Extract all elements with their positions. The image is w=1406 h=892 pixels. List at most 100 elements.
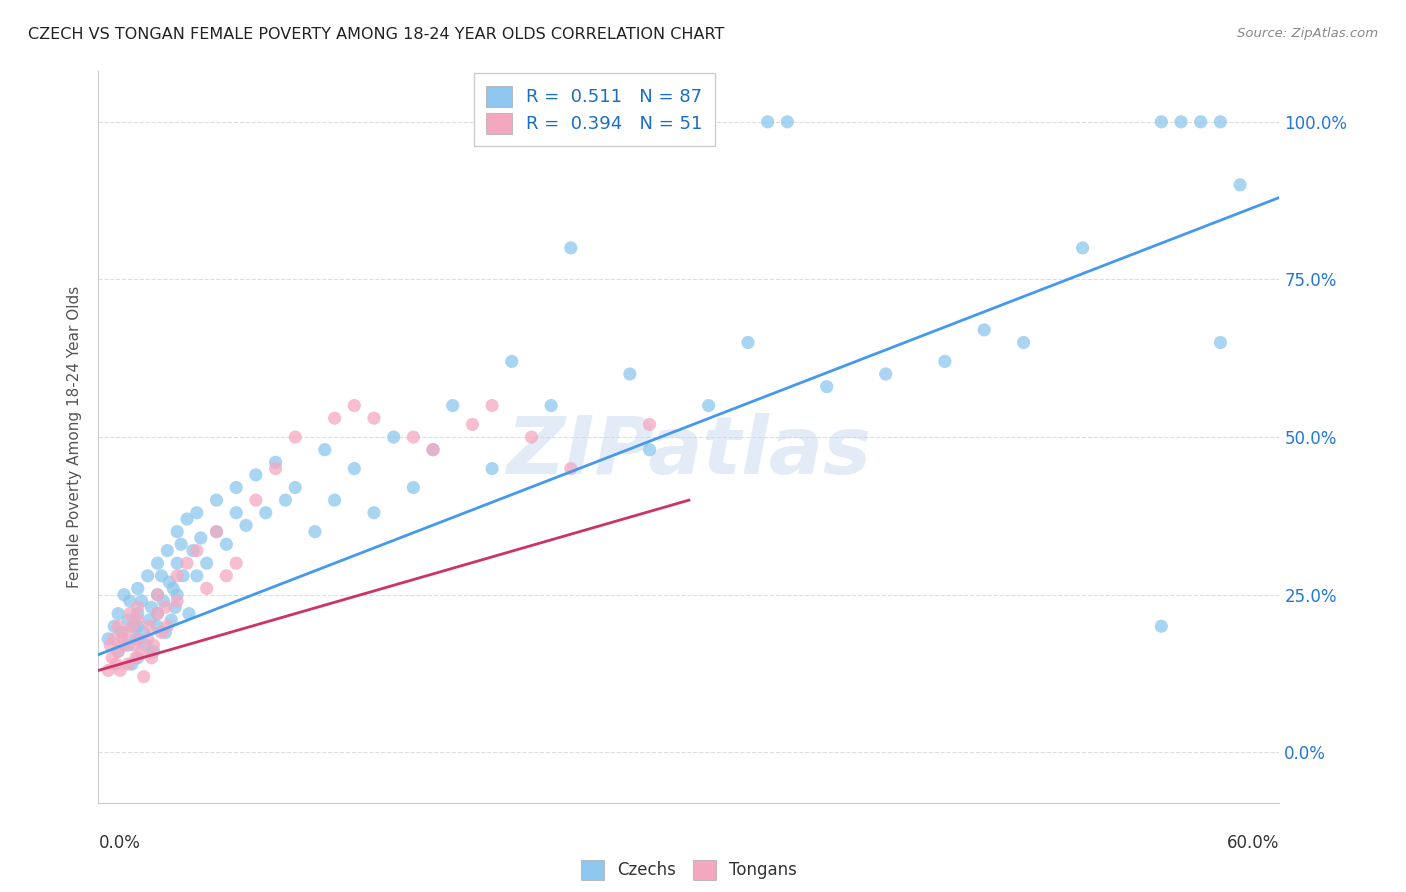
Point <box>125 650 148 665</box>
Point <box>186 569 208 583</box>
Point <box>1150 115 1173 129</box>
Point <box>697 399 720 413</box>
Point <box>146 607 169 621</box>
Point <box>284 481 307 495</box>
Point <box>756 115 779 129</box>
Point <box>461 417 484 432</box>
Point <box>135 638 157 652</box>
Point <box>934 354 956 368</box>
Point <box>205 493 228 508</box>
Point <box>166 556 188 570</box>
Point <box>619 367 641 381</box>
Point <box>186 543 208 558</box>
Point <box>156 543 179 558</box>
Point <box>186 506 208 520</box>
Point <box>225 556 247 570</box>
Point <box>107 619 129 633</box>
Point <box>107 607 129 621</box>
Point <box>195 582 218 596</box>
Point <box>141 600 163 615</box>
Legend: Czechs, Tongans: Czechs, Tongans <box>571 850 807 889</box>
Point <box>402 430 425 444</box>
Point <box>111 625 134 640</box>
Point <box>274 493 297 508</box>
Point <box>165 600 187 615</box>
Point <box>125 632 148 646</box>
Point <box>363 411 385 425</box>
Point <box>146 619 169 633</box>
Point <box>107 644 129 658</box>
Point <box>181 543 204 558</box>
Point <box>155 625 177 640</box>
Point <box>160 613 183 627</box>
Point <box>118 594 141 608</box>
Point <box>121 619 143 633</box>
Point <box>1150 619 1173 633</box>
Point <box>215 537 238 551</box>
Point <box>560 115 582 129</box>
Y-axis label: Female Poverty Among 18-24 Year Olds: Female Poverty Among 18-24 Year Olds <box>67 286 83 588</box>
Point <box>150 569 173 583</box>
Point <box>323 493 346 508</box>
Point <box>363 506 385 520</box>
Point <box>170 537 193 551</box>
Point <box>205 524 228 539</box>
Point <box>142 644 165 658</box>
Point <box>97 664 120 678</box>
Point <box>166 569 188 583</box>
Point <box>127 582 149 596</box>
Point <box>973 323 995 337</box>
Point <box>103 632 125 646</box>
Point <box>1229 178 1251 192</box>
Point <box>166 524 188 539</box>
Point <box>638 442 661 457</box>
Point <box>146 607 169 621</box>
Point <box>127 607 149 621</box>
Point <box>245 467 267 482</box>
Point <box>138 613 160 627</box>
Point <box>166 588 188 602</box>
Point <box>138 619 160 633</box>
Point <box>264 455 287 469</box>
Point <box>638 417 661 432</box>
Point <box>776 115 799 129</box>
Point <box>402 481 425 495</box>
Point <box>520 430 543 444</box>
Point <box>111 632 134 646</box>
Point <box>314 442 336 457</box>
Point <box>121 657 143 671</box>
Point <box>560 241 582 255</box>
Point <box>162 582 184 596</box>
Point <box>127 600 149 615</box>
Point <box>560 461 582 475</box>
Point <box>190 531 212 545</box>
Point <box>1209 115 1232 129</box>
Text: CZECH VS TONGAN FEMALE POVERTY AMONG 18-24 YEAR OLDS CORRELATION CHART: CZECH VS TONGAN FEMALE POVERTY AMONG 18-… <box>28 27 724 42</box>
Point <box>146 588 169 602</box>
Point <box>245 493 267 508</box>
Point <box>540 115 562 129</box>
Point <box>304 524 326 539</box>
Point <box>118 607 141 621</box>
Point <box>108 664 131 678</box>
Point <box>107 644 129 658</box>
Point <box>127 632 149 646</box>
Point <box>737 335 759 350</box>
Point <box>441 399 464 413</box>
Point <box>97 632 120 646</box>
Point <box>225 481 247 495</box>
Point <box>127 650 149 665</box>
Point <box>176 512 198 526</box>
Point <box>343 461 366 475</box>
Point <box>1012 335 1035 350</box>
Point <box>172 569 194 583</box>
Point <box>157 575 180 590</box>
Point <box>136 632 159 646</box>
Point <box>1170 115 1192 129</box>
Point <box>422 442 444 457</box>
Point <box>195 556 218 570</box>
Text: Source: ZipAtlas.com: Source: ZipAtlas.com <box>1237 27 1378 40</box>
Point <box>112 588 135 602</box>
Point <box>132 670 155 684</box>
Point <box>177 607 200 621</box>
